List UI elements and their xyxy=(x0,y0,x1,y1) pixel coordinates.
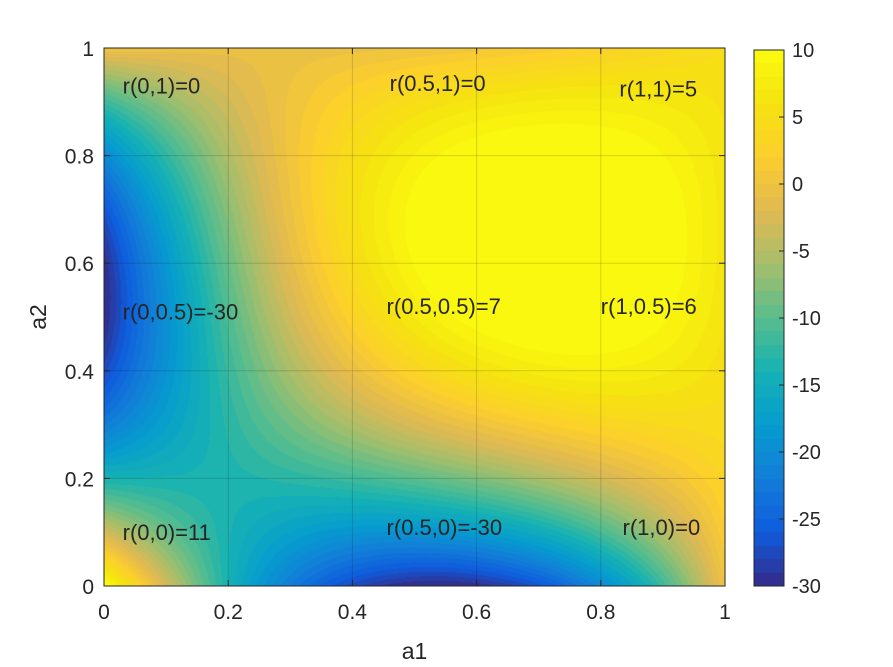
annotation-label: r(0,0)=11 xyxy=(123,520,211,545)
colorbar-tick-label: -20 xyxy=(792,442,821,464)
annotation-label: r(1,0)=0 xyxy=(623,515,701,540)
colorbar-tick-label: -10 xyxy=(792,308,821,330)
y-tick-label: 0 xyxy=(82,576,94,599)
annotation-label: r(0.5,1)=0 xyxy=(390,71,486,96)
grid-lines xyxy=(104,48,725,586)
x-axis: 0 0.2 0.4 0.6 0.8 1 xyxy=(98,48,731,624)
y-axis-label: a2 xyxy=(25,304,51,330)
annotation-label: r(1,0.5)=6 xyxy=(601,294,697,319)
colorbar-axis: 10 5 0 -5 -10 -15 -20 -25 -30 xyxy=(779,40,821,598)
y-tick-label: 1 xyxy=(82,38,94,61)
x-tick-label: 0.2 xyxy=(214,601,243,624)
y-tick-label: 0.6 xyxy=(65,253,94,276)
annotations: r(0,1)=0 r(0.5,1)=0 r(1,1)=5 r(0,0.5)=-30 r(… xyxy=(123,71,701,545)
x-tick-label: 0.4 xyxy=(338,601,368,624)
colorbar-tick-label: 0 xyxy=(792,174,803,196)
x-tick-label: 0.6 xyxy=(462,601,491,624)
y-tick-label: 0.4 xyxy=(65,361,95,384)
colorbar-tick-label: -15 xyxy=(792,375,821,397)
annotation-label: r(0.5,0)=-30 xyxy=(387,515,503,540)
y-tick-label: 0.8 xyxy=(65,146,94,169)
x-axis-label: a1 xyxy=(402,638,428,664)
colorbar-tick-label: -25 xyxy=(792,509,821,531)
contour-fill xyxy=(104,48,725,586)
annotation-label: r(0,1)=0 xyxy=(123,74,201,99)
annotation-label: r(0,0.5)=-30 xyxy=(123,300,239,325)
x-tick-label: 0 xyxy=(98,601,110,624)
colorbar-tick-label: 10 xyxy=(792,40,814,62)
colorbar-tick-label: -30 xyxy=(792,576,821,598)
colorbar-tick-label: 5 xyxy=(792,107,803,129)
x-tick-label: 1 xyxy=(719,601,731,624)
y-axis: 0 0.2 0.4 0.6 0.8 1 xyxy=(65,38,725,599)
annotation-label: r(0.5,0.5)=7 xyxy=(387,294,501,319)
x-tick-label: 0.8 xyxy=(586,601,615,624)
plot-frame xyxy=(103,47,726,587)
colorbar-tick-label: -5 xyxy=(792,241,810,263)
annotation-label: r(1,1)=5 xyxy=(619,76,697,101)
y-tick-label: 0.2 xyxy=(65,468,94,491)
